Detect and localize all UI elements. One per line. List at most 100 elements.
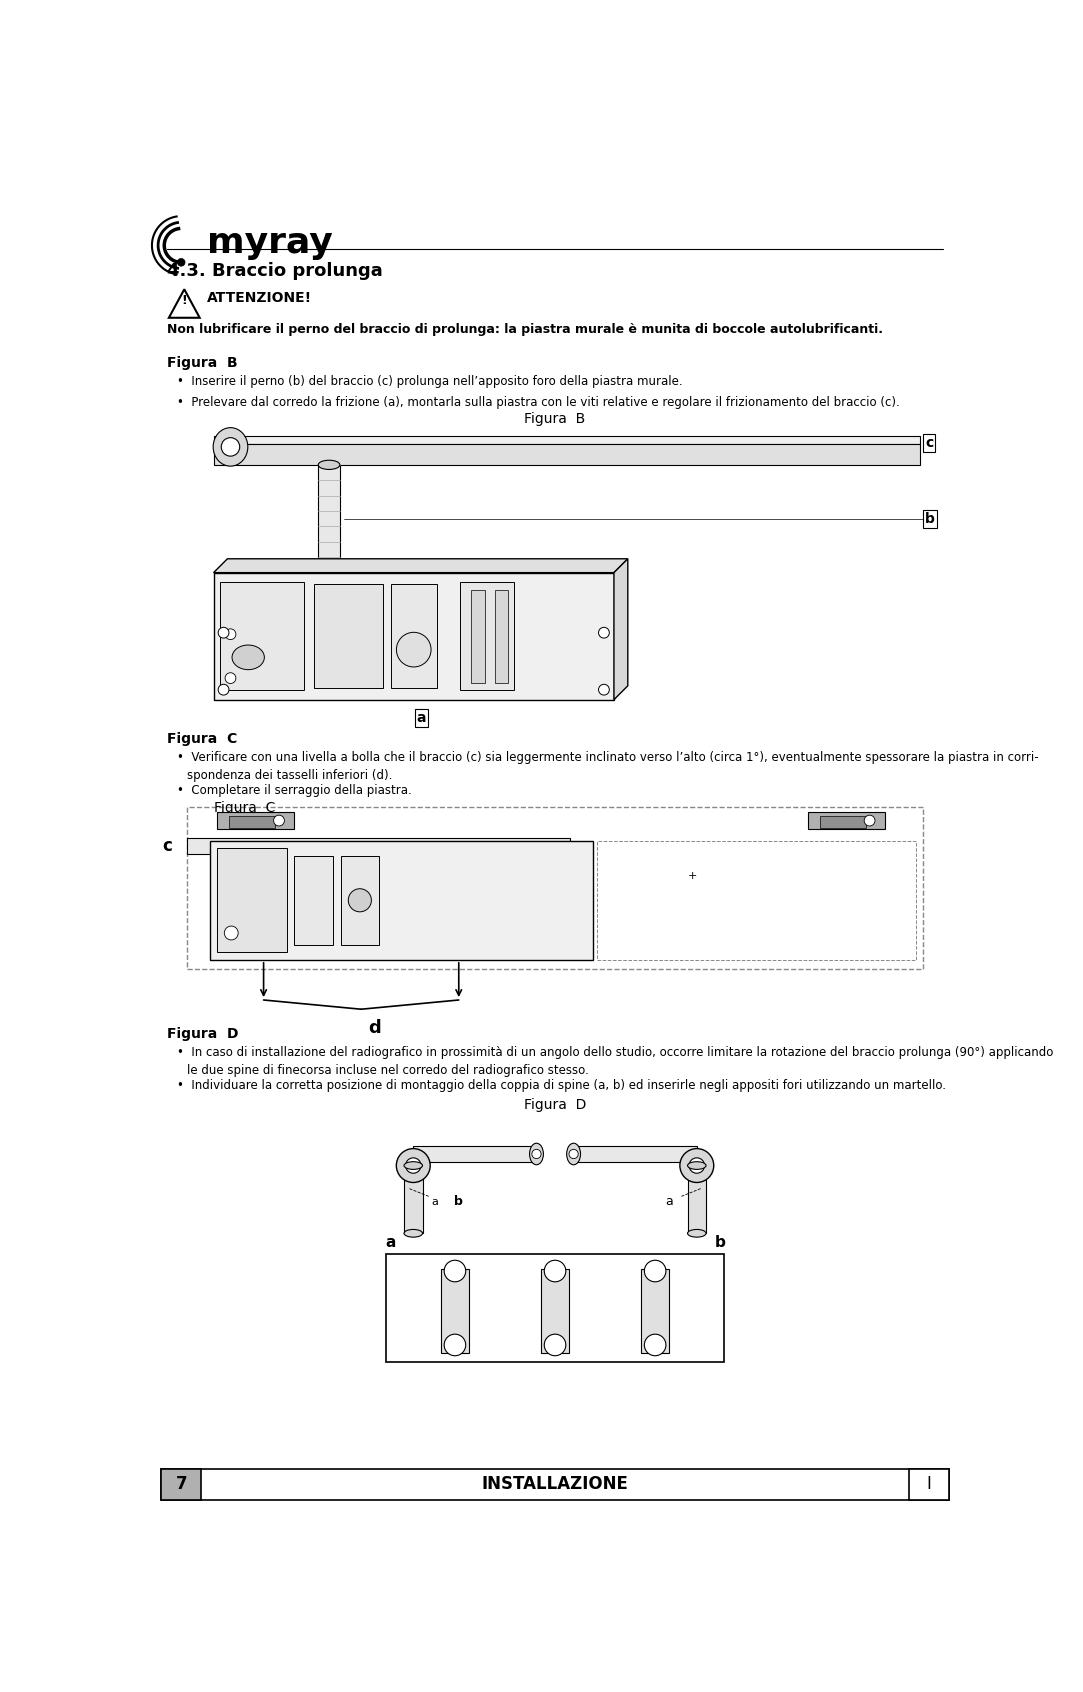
- Circle shape: [349, 888, 371, 912]
- Bar: [688, 1166, 706, 1233]
- Bar: [441, 1269, 469, 1352]
- Polygon shape: [213, 558, 628, 572]
- Circle shape: [599, 628, 610, 638]
- Bar: [295, 856, 332, 944]
- Bar: [574, 1145, 696, 1162]
- Circle shape: [644, 1261, 666, 1283]
- Text: +: +: [688, 871, 697, 882]
- Bar: [161, 1469, 949, 1499]
- Bar: [220, 582, 304, 690]
- Circle shape: [224, 926, 238, 941]
- Text: Non lubrificare il perno del braccio di prolunga: la piastra murale è munita di : Non lubrificare il perno del braccio di …: [168, 323, 884, 337]
- Circle shape: [225, 629, 236, 640]
- Text: •  Individuare la corretta posizione di montaggio della coppia di spine (a, b) e: • Individuare la corretta posizione di m…: [177, 1079, 945, 1093]
- Circle shape: [545, 1261, 565, 1283]
- Bar: [909, 1469, 949, 1499]
- Text: •  Prelevare dal corredo la frizione (a), montarla sulla piastra con le viti rel: • Prelevare dal corredo la frizione (a),…: [177, 396, 899, 408]
- Polygon shape: [614, 558, 628, 700]
- Text: spondenza dei tasselli inferiori (d).: spondenza dei tasselli inferiori (d).: [187, 768, 393, 782]
- Circle shape: [218, 684, 229, 695]
- Text: •  Completare il serraggio della piastra.: • Completare il serraggio della piastra.: [177, 785, 412, 797]
- Circle shape: [444, 1261, 466, 1283]
- Circle shape: [396, 1149, 430, 1183]
- Text: a: a: [384, 1235, 395, 1250]
- Circle shape: [218, 628, 229, 638]
- Text: Figura  C: Figura C: [168, 733, 237, 746]
- Text: a: a: [431, 1196, 438, 1206]
- Polygon shape: [213, 435, 919, 445]
- Text: I: I: [926, 1475, 931, 1494]
- Text: myray: myray: [207, 227, 334, 261]
- Circle shape: [225, 673, 236, 684]
- Text: c: c: [925, 437, 934, 450]
- Bar: [808, 812, 885, 829]
- Circle shape: [864, 816, 875, 826]
- Circle shape: [405, 1157, 421, 1173]
- Circle shape: [569, 1149, 578, 1159]
- Bar: [597, 841, 916, 959]
- Ellipse shape: [318, 460, 340, 469]
- Ellipse shape: [566, 1144, 580, 1164]
- Text: b: b: [925, 511, 935, 526]
- Circle shape: [274, 816, 285, 826]
- Bar: [820, 816, 865, 827]
- Ellipse shape: [232, 645, 264, 670]
- Text: •  Inserire il perno (b) del braccio (c) prolunga nell’apposito foro della piast: • Inserire il perno (b) del braccio (c) …: [177, 374, 682, 387]
- Ellipse shape: [530, 1144, 544, 1164]
- Circle shape: [178, 259, 185, 266]
- Bar: [471, 589, 485, 684]
- Circle shape: [545, 1335, 565, 1355]
- Ellipse shape: [396, 633, 431, 667]
- Bar: [414, 1145, 536, 1162]
- Text: Figura  B: Figura B: [168, 355, 238, 369]
- Ellipse shape: [213, 428, 248, 467]
- Bar: [404, 1166, 422, 1233]
- Bar: [460, 582, 513, 690]
- Text: b: b: [715, 1235, 726, 1250]
- Text: a: a: [417, 711, 427, 726]
- Text: d: d: [368, 1019, 381, 1037]
- Text: b: b: [454, 1195, 462, 1208]
- Bar: [386, 1254, 725, 1362]
- Text: Figura  D: Figura D: [524, 1098, 586, 1112]
- Text: c: c: [162, 838, 172, 854]
- Bar: [218, 812, 295, 829]
- Bar: [210, 841, 592, 959]
- Text: a: a: [665, 1195, 673, 1208]
- Ellipse shape: [404, 1230, 422, 1237]
- Bar: [641, 1269, 669, 1352]
- Text: le due spine di finecorsa incluse nel corredo del radiografico stesso.: le due spine di finecorsa incluse nel co…: [187, 1064, 589, 1076]
- Bar: [542, 1269, 569, 1352]
- Polygon shape: [213, 445, 919, 465]
- Bar: [314, 584, 383, 689]
- Bar: [186, 838, 570, 854]
- Ellipse shape: [688, 1230, 706, 1237]
- Circle shape: [599, 684, 610, 695]
- Bar: [218, 848, 287, 953]
- Text: Figura  C: Figura C: [213, 802, 275, 816]
- Text: INSTALLAZIONE: INSTALLAZIONE: [482, 1475, 628, 1494]
- Bar: [318, 465, 340, 572]
- Bar: [495, 589, 508, 684]
- Text: Figura  B: Figura B: [524, 413, 586, 426]
- Text: 7: 7: [175, 1475, 187, 1494]
- Bar: [391, 584, 436, 689]
- Circle shape: [644, 1335, 666, 1355]
- Text: !: !: [182, 294, 187, 308]
- Circle shape: [444, 1335, 466, 1355]
- Text: 4.3. Braccio prolunga: 4.3. Braccio prolunga: [168, 262, 383, 281]
- Circle shape: [532, 1149, 542, 1159]
- Ellipse shape: [688, 1162, 706, 1169]
- Text: •  Verificare con una livella a bolla che il braccio (c) sia leggermente inclina: • Verificare con una livella a bolla che…: [177, 751, 1039, 765]
- Bar: [229, 816, 275, 827]
- Circle shape: [680, 1149, 714, 1183]
- Bar: [161, 1469, 201, 1499]
- Text: •  In caso di installazione del radiografico in prossimità di un angolo dello st: • In caso di installazione del radiograf…: [177, 1046, 1053, 1059]
- Bar: [186, 807, 924, 970]
- Text: ATTENZIONE!: ATTENZIONE!: [207, 291, 313, 305]
- Circle shape: [689, 1157, 705, 1173]
- Circle shape: [221, 438, 239, 457]
- Bar: [340, 856, 379, 944]
- Bar: [213, 572, 614, 700]
- Text: Figura  D: Figura D: [168, 1027, 239, 1041]
